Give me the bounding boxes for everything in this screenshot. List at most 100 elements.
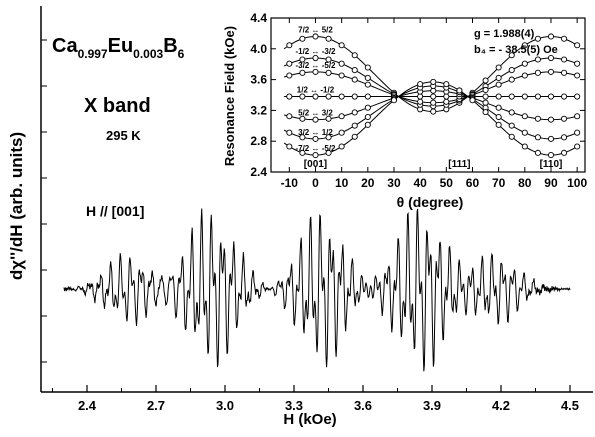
inset-data-point <box>547 135 555 142</box>
inset-data-point <box>286 143 293 150</box>
inset-data-point <box>364 74 371 81</box>
inset-data-point <box>547 152 555 159</box>
inset-data-point <box>534 56 541 63</box>
inset-data-point <box>574 129 581 136</box>
inset-data-point <box>325 69 332 76</box>
inset-data-point <box>312 68 319 75</box>
inset-data-point <box>561 35 568 42</box>
inset-data-point <box>508 52 515 59</box>
inset-data-point <box>508 67 515 74</box>
inset-plot: -10 0 10 20 30 40 50 60 70 80 90 100 2.4 2.8 3.2 3.6 4.0… <box>222 11 587 210</box>
inset-x-tick-label: 100 <box>567 176 587 190</box>
inset-data-point <box>482 77 489 84</box>
inset-data-point <box>338 93 345 100</box>
inset-direction-labels: [001] [111] [110] <box>304 159 563 170</box>
inset-y-tick-label: 4.4 <box>250 11 267 25</box>
inset-data-point <box>482 99 489 106</box>
inset-data-point <box>364 81 371 88</box>
inset-data-point <box>482 93 489 100</box>
main-x-tick-label: 4.5 <box>561 398 579 413</box>
inset-data-point <box>521 93 528 100</box>
inset-data-point <box>417 81 424 88</box>
inset-data-point <box>547 33 555 40</box>
main-x-tick-label: 3.9 <box>423 398 441 413</box>
inset-data-point <box>495 121 502 128</box>
inset-data-point <box>534 134 541 141</box>
inset-x-tick-label: 40 <box>413 176 427 190</box>
inset-data-point <box>286 129 293 136</box>
inset-data-point <box>561 93 568 100</box>
inset-direction-label: [110] <box>540 159 563 170</box>
inset-data-point <box>299 35 306 42</box>
inset-data-point <box>561 56 568 63</box>
compound-formula: Ca0.997Eu0.003B6 <box>52 35 185 61</box>
inset-data-point <box>351 76 358 83</box>
inset-data-point <box>325 35 332 42</box>
inset-data-point <box>574 93 581 100</box>
inset-data-point <box>364 121 371 128</box>
inset-data-point <box>286 93 293 100</box>
inset-data-point <box>574 113 581 120</box>
inset-data-point <box>286 113 293 120</box>
inset-data-point <box>338 129 345 136</box>
formula-ca: Ca <box>52 35 78 57</box>
inset-data-point <box>312 135 319 142</box>
inset-data-point <box>534 93 541 100</box>
inset-y-tick-label: 4.0 <box>250 42 267 56</box>
inset-data-point <box>456 87 463 94</box>
inset-data-point <box>521 129 528 136</box>
inset-y-tick-label: 3.2 <box>250 103 267 117</box>
inset-data-point <box>390 97 398 104</box>
formula-b-sub: 6 <box>178 47 185 61</box>
inset-x-tick-label: 90 <box>544 176 558 190</box>
inset-data-point <box>574 143 581 150</box>
main-x-ticks: 2.4 2.7 3.0 3.3 3.6 3.9 4.2 4.5 <box>52 385 579 413</box>
inset-data-point <box>547 93 555 100</box>
inset-data-point <box>561 134 568 141</box>
inset-transition-labels: 7/2 ↔ 5/2 -1/2 ↔ -3/2 -3/2 ↔ -5/2 1/2 ↔ -1/… <box>295 25 336 153</box>
inset-x-tick-label: -10 <box>281 176 299 190</box>
inset-data-point <box>482 86 489 94</box>
formula-ca-sub: 0.997 <box>78 47 108 61</box>
inset-data-point <box>299 69 306 76</box>
inset-data-point <box>312 93 319 100</box>
inset-data-point <box>495 113 502 121</box>
epr-spectrum-line <box>63 208 571 372</box>
inset-data-point <box>364 104 371 111</box>
inset-data-point <box>338 60 345 67</box>
inset-x-tick-label: 30 <box>387 176 401 190</box>
inset-data-point <box>430 108 437 115</box>
inset-data-point <box>338 42 345 49</box>
inset-data-point <box>299 56 306 63</box>
inset-transition-label: 3/2 ↔ 1/2 <box>298 128 333 137</box>
inset-data-point <box>495 74 502 81</box>
inset-x-tick-label: 80 <box>518 176 532 190</box>
inset-data-point <box>495 81 502 88</box>
inset-x-tick-label: 60 <box>466 176 480 190</box>
inset-data-point <box>534 115 541 122</box>
main-y-ticks <box>41 39 47 363</box>
inset-data-point <box>561 149 568 156</box>
inset-data-point <box>338 72 345 79</box>
inset-data-point <box>508 122 515 129</box>
inset-data-point <box>299 93 306 100</box>
inset-y-label: Resonance Field (kOe) <box>222 26 237 166</box>
inset-data-point <box>351 122 358 129</box>
inset-data-point <box>534 149 541 156</box>
inset-transition-label: -7/2 ↔ -5/2 <box>295 144 336 153</box>
inset-x-tick-label: 0 <box>312 176 319 190</box>
inset-data-point <box>574 42 581 49</box>
inset-data-point <box>417 98 424 105</box>
inset-data-point <box>521 72 528 79</box>
inset-data-point <box>325 115 332 122</box>
inset-data-point <box>508 133 515 140</box>
inset-ticks: -10 0 10 20 30 40 50 60 70 80 90 100 2.4 2.8 3.2 3.6 4.0… <box>250 11 587 190</box>
inset-data-point <box>574 72 581 79</box>
inset-x-label: θ (degree) <box>397 194 464 210</box>
main-x-tick-label: 2.4 <box>78 398 97 413</box>
inset-data-point <box>417 93 424 100</box>
inset-direction-label: [001] <box>304 159 327 170</box>
inset-data-point <box>286 72 293 79</box>
inset-frame <box>270 17 586 173</box>
inset-y-tick-label: 3.6 <box>250 73 267 87</box>
